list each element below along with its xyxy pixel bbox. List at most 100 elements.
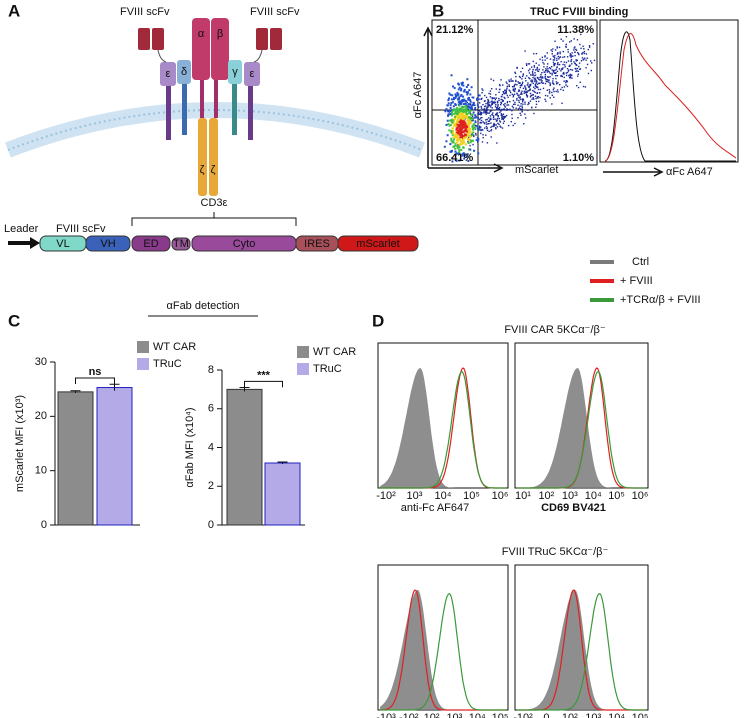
dot xyxy=(467,128,470,131)
dot xyxy=(530,83,532,86)
dot xyxy=(450,118,453,121)
dot xyxy=(559,56,562,58)
dot xyxy=(555,83,558,85)
dot xyxy=(564,64,566,66)
dot xyxy=(466,153,469,156)
dot xyxy=(521,81,524,83)
dot xyxy=(458,96,461,99)
dot xyxy=(498,83,501,86)
dot xyxy=(460,136,463,139)
dot xyxy=(544,71,546,73)
dot xyxy=(469,144,471,147)
dot xyxy=(480,129,482,132)
dot xyxy=(464,105,467,108)
dot xyxy=(552,77,554,80)
dot xyxy=(532,60,534,63)
dot xyxy=(562,89,565,92)
dot xyxy=(493,101,496,103)
dot xyxy=(451,160,454,163)
dot xyxy=(487,104,489,106)
dot xyxy=(467,131,470,134)
dot xyxy=(469,104,472,106)
dot xyxy=(571,77,573,79)
dot xyxy=(453,124,456,127)
dot xyxy=(460,148,463,151)
bar xyxy=(57,391,94,526)
dot xyxy=(530,94,533,97)
dot xyxy=(522,99,525,101)
dot xyxy=(551,50,554,53)
dot xyxy=(450,130,453,133)
dot xyxy=(455,139,458,142)
dot xyxy=(553,96,555,98)
y-axis-label: mScarlet MFI (x10³) xyxy=(14,395,26,492)
group-title: FVIII TRuC 5KCα⁻/β⁻ xyxy=(502,546,609,558)
dot xyxy=(466,122,469,125)
dot xyxy=(488,92,490,95)
dot xyxy=(460,87,463,90)
dot xyxy=(517,116,519,119)
dot xyxy=(466,133,469,136)
dot xyxy=(566,56,569,58)
dot xyxy=(490,110,492,112)
dot xyxy=(524,117,527,119)
dot xyxy=(512,88,515,90)
x-tick-label: 10⁴ xyxy=(585,490,602,502)
dot xyxy=(447,110,450,113)
dot xyxy=(501,93,504,96)
dot xyxy=(461,154,464,157)
dot xyxy=(467,108,469,111)
dot xyxy=(527,89,529,92)
dot xyxy=(504,102,506,105)
dot xyxy=(573,47,575,49)
dot xyxy=(495,94,497,96)
chain-label: γ xyxy=(232,66,238,78)
dot xyxy=(485,102,487,105)
dot xyxy=(459,132,462,135)
x-tick-label: 10⁴ xyxy=(469,712,486,718)
dot xyxy=(454,97,457,100)
dot xyxy=(544,56,546,58)
dot xyxy=(549,90,551,93)
dot xyxy=(462,139,465,142)
x-tick-label: 0 xyxy=(543,712,549,718)
dot xyxy=(505,92,507,94)
dot xyxy=(471,124,474,127)
dot xyxy=(492,116,495,119)
dot xyxy=(460,82,463,85)
dot xyxy=(570,54,572,56)
dot xyxy=(516,93,518,95)
dot xyxy=(551,91,553,94)
dot xyxy=(503,120,505,123)
dot xyxy=(531,74,534,76)
dot xyxy=(496,112,499,114)
dot xyxy=(575,49,578,52)
segment-label: Cyto xyxy=(233,238,256,250)
dot xyxy=(451,94,454,97)
dot xyxy=(454,122,457,125)
legend-label: TRuC xyxy=(153,358,182,370)
dot xyxy=(467,125,470,128)
dot xyxy=(578,68,581,71)
dot xyxy=(587,72,590,75)
dot xyxy=(462,131,465,134)
dot xyxy=(525,90,527,93)
dot xyxy=(469,99,472,102)
dot xyxy=(516,84,518,86)
error-bar xyxy=(239,386,250,392)
dot xyxy=(568,69,570,71)
dot xyxy=(592,43,594,45)
dot xyxy=(459,119,462,122)
dot xyxy=(554,40,556,42)
dot xyxy=(593,59,596,62)
dot xyxy=(462,95,465,98)
dot xyxy=(569,41,571,43)
dot xyxy=(473,126,476,129)
group-title: FVIII CAR 5KCα⁻/β⁻ xyxy=(504,324,606,336)
dot xyxy=(572,55,574,57)
dot xyxy=(491,109,493,111)
dot xyxy=(458,120,461,123)
dot xyxy=(452,120,455,123)
leader-label: Leader xyxy=(4,223,39,235)
dot xyxy=(457,109,460,112)
